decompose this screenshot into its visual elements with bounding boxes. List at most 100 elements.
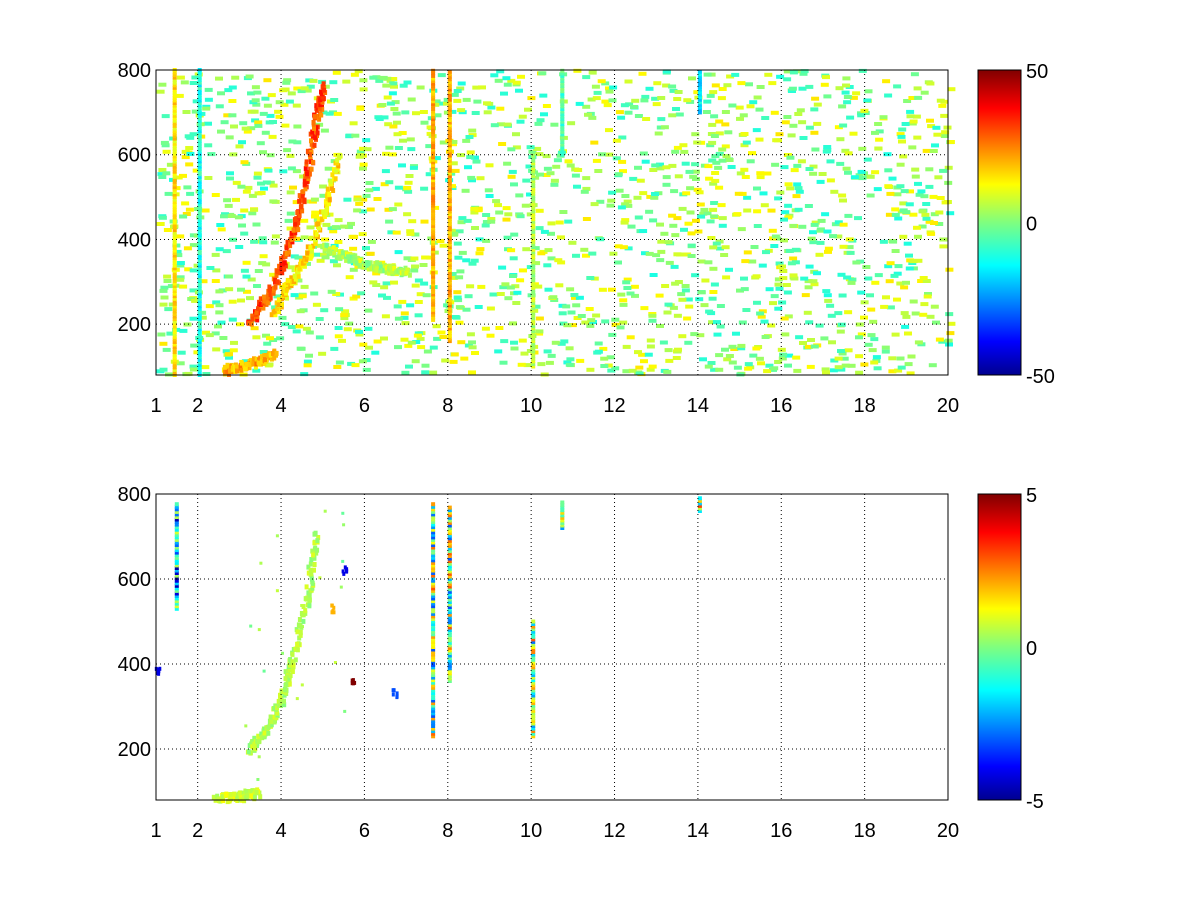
heatmap-cell [799, 341, 807, 345]
stripe-cell [560, 96, 565, 101]
stripe-cell [172, 294, 177, 299]
stripe-cell [697, 87, 702, 92]
heatmap-cell [166, 331, 175, 336]
stripe-cell [174, 566, 179, 570]
stripe-cell [531, 336, 536, 341]
heatmap-cell [320, 308, 329, 313]
heatmap-cell [891, 212, 900, 217]
stripe-cell [172, 253, 177, 258]
heatmap-cell [212, 347, 221, 352]
heatmap-cell [333, 365, 342, 369]
heatmap-cell [471, 155, 479, 160]
stripe-cell [172, 324, 177, 329]
heatmap-cell [286, 211, 295, 216]
heatmap-cell [675, 112, 684, 117]
stripe-cell [431, 114, 436, 119]
stripe-cell [447, 153, 452, 158]
heatmap-cell [288, 139, 297, 144]
heatmap-cell [936, 98, 945, 103]
stripe-cell [431, 305, 436, 310]
heatmap-cell [365, 188, 374, 193]
stripe-cell [531, 660, 536, 665]
heatmap-cell [752, 128, 761, 133]
heatmap-cell [634, 215, 643, 220]
heatmap-cell [507, 78, 516, 83]
heatmap-cell [186, 151, 195, 156]
heatmap-cell [468, 178, 476, 183]
heatmap-cell [671, 281, 680, 286]
stripe-cell [174, 515, 179, 519]
heatmap-cell [296, 346, 305, 351]
heatmap-cell [573, 184, 581, 189]
ridge-cell [308, 567, 313, 573]
stripe-cell [531, 624, 536, 629]
heatmap-cell [407, 340, 416, 345]
stripe-cell [431, 140, 436, 144]
stripe-cell [447, 589, 452, 594]
heatmap-cell [250, 239, 259, 244]
heatmap-cell [193, 350, 202, 355]
heatmap-cell [617, 205, 626, 210]
stripe-cell [172, 317, 177, 322]
stripe-cell [560, 129, 565, 134]
heatmap-cell [710, 201, 719, 205]
heatmap-cell [827, 313, 836, 318]
stripe-cell [172, 88, 177, 93]
heatmap-cell [911, 174, 920, 179]
heatmap-cell [789, 256, 798, 261]
heatmap-cell [870, 337, 879, 342]
heatmap-cell [510, 346, 519, 351]
heatmap-cell [733, 365, 742, 370]
heatmap-cell [474, 305, 483, 309]
stripe-cell [447, 308, 452, 313]
stripe-cell [197, 271, 202, 276]
stripe-cell [174, 588, 179, 593]
heatmap-cell [204, 121, 212, 126]
stripe-cell [447, 533, 452, 538]
heatmap-cell [205, 304, 214, 309]
stripe-cell [197, 279, 202, 283]
stripe-cell [172, 266, 177, 271]
heatmap-cell [421, 363, 430, 368]
heatmap-cell [380, 285, 389, 290]
stripe-cell [197, 136, 202, 141]
stripe-cell [174, 586, 179, 591]
heatmap-cell [183, 185, 192, 190]
ridge-cell [341, 254, 346, 260]
heatmap-cell [355, 332, 364, 337]
stripe-cell [531, 184, 536, 189]
stripe-cell [197, 370, 202, 375]
heatmap-cell [668, 163, 677, 168]
heatmap-cell [163, 228, 172, 232]
stripe-cell [197, 251, 202, 255]
heatmap-cell [882, 79, 891, 84]
heatmap-cell [774, 277, 783, 282]
stripe-cell [431, 284, 436, 289]
heatmap-cell [540, 229, 549, 234]
heatmap-cell [436, 239, 445, 244]
heatmap-cell [437, 101, 446, 106]
stripe-cell [431, 254, 436, 259]
colorbar-ticks: 50-5 [1026, 485, 1044, 813]
heatmap-cell [657, 96, 666, 100]
ridge-cell [344, 251, 349, 257]
stripe-cell [172, 123, 177, 128]
heatmap-cell [756, 85, 765, 89]
stripe-cell [431, 553, 436, 558]
heatmap-cell [646, 367, 655, 372]
heatmap-cell [296, 309, 305, 314]
ridge-cell [288, 243, 293, 249]
ridge-cell [322, 87, 327, 93]
heatmap-cell [883, 152, 892, 157]
heatmap-cell [780, 238, 788, 243]
stripe-cell [197, 266, 202, 271]
heatmap-cell [571, 173, 580, 178]
heatmap-cell [673, 216, 682, 221]
stripe-cell [531, 217, 536, 222]
heatmap-cell [947, 87, 956, 92]
heatmap-cell [592, 313, 601, 318]
heatmap-cell [281, 651, 284, 655]
heatmap-cell [728, 103, 737, 108]
heatmap-cell [510, 232, 519, 237]
heatmap-cell [471, 111, 480, 115]
